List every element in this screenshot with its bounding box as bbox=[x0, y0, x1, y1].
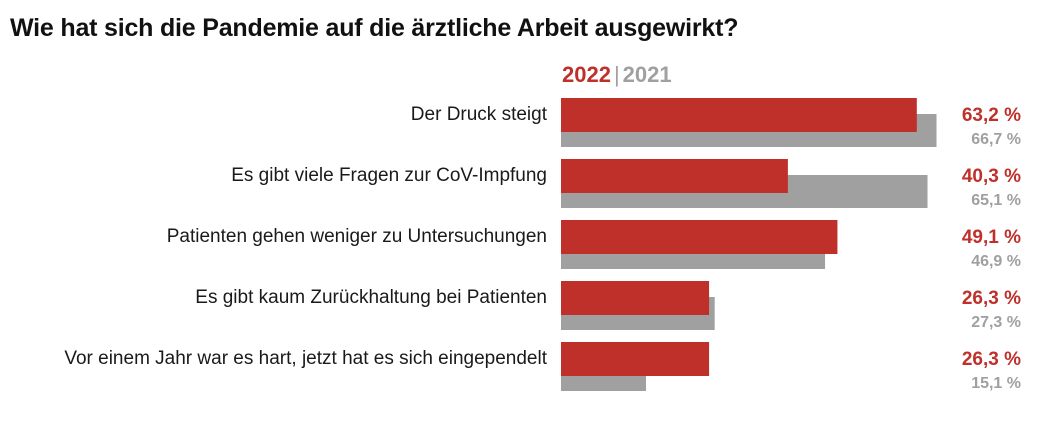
bar-2022-0 bbox=[561, 98, 917, 132]
legend-separator: | bbox=[613, 62, 620, 87]
value-label-2021-0: 66,7 % bbox=[971, 131, 1021, 148]
category-label-4: Vor einem Jahr war es hart, jetzt hat es… bbox=[64, 348, 547, 369]
category-label-0: Der Druck steigt bbox=[411, 104, 548, 125]
category-label-3: Es gibt kaum Zurückhaltung bei Patienten bbox=[195, 287, 547, 308]
value-label-2021-1: 65,1 % bbox=[971, 192, 1021, 209]
value-label-2022-0: 63,2 % bbox=[962, 105, 1021, 126]
legend: 2022 | 2021 bbox=[562, 62, 672, 88]
bar-2022-4 bbox=[561, 342, 710, 376]
value-label-2021-3: 27,3 % bbox=[971, 314, 1021, 331]
chart-title: Wie hat sich die Pandemie auf die ärztli… bbox=[10, 14, 739, 42]
category-label-2: Patienten gehen weniger zu Untersuchunge… bbox=[167, 226, 547, 247]
value-label-2022-3: 26,3 % bbox=[962, 288, 1021, 309]
value-label-2022-2: 49,1 % bbox=[962, 227, 1021, 248]
bar-2022-2 bbox=[561, 220, 838, 254]
bar-2022-1 bbox=[561, 159, 788, 193]
category-label-1: Es gibt viele Fragen zur CoV-Impfung bbox=[231, 165, 547, 186]
value-label-2022-1: 40,3 % bbox=[962, 166, 1021, 187]
value-label-2021-2: 46,9 % bbox=[971, 253, 1021, 270]
legend-series-2022: 2022 bbox=[562, 62, 611, 87]
value-label-2021-4: 15,1 % bbox=[971, 375, 1021, 392]
bar-2022-3 bbox=[561, 281, 710, 315]
legend-series-2021: 2021 bbox=[622, 62, 672, 87]
value-label-2022-4: 26,3 % bbox=[962, 349, 1021, 370]
